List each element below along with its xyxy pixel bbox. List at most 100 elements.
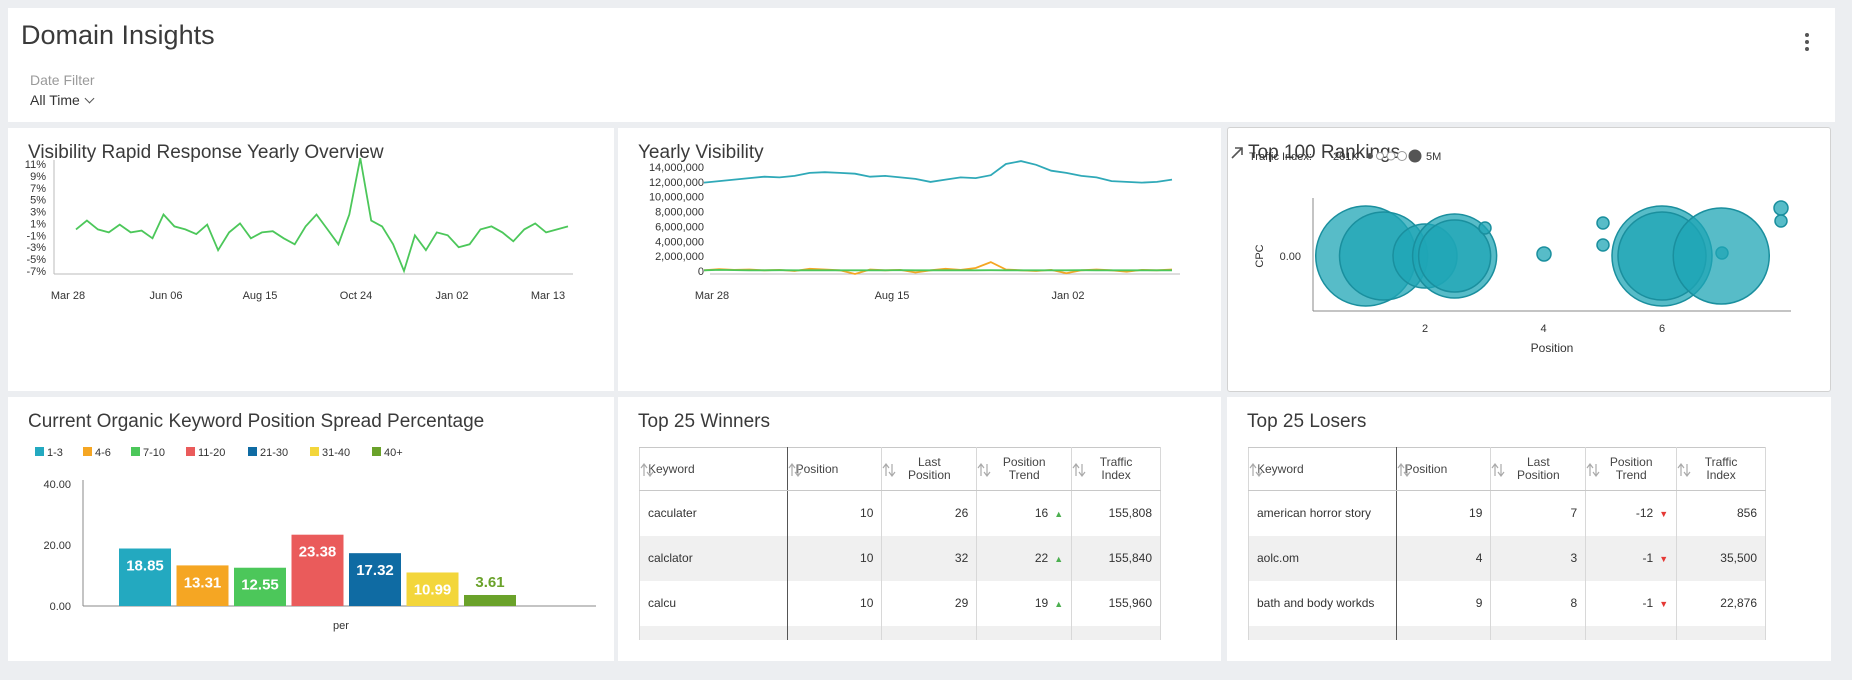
y-tick-label: 11% bbox=[25, 159, 46, 171]
bar-4-6 bbox=[176, 565, 229, 606]
legend-label: 31-40 bbox=[322, 447, 350, 459]
bubble-point bbox=[1773, 200, 1789, 216]
legend-swatch bbox=[248, 447, 257, 456]
date-filter-dropdown[interactable]: All Time bbox=[30, 92, 95, 108]
legend-size-dot bbox=[1397, 151, 1407, 161]
sort-icon[interactable] bbox=[1491, 462, 1505, 478]
y-tick-label: 6,000,000 bbox=[655, 221, 704, 233]
table-row[interactable]: caculater 10 26 16 ▲ 155,808 bbox=[639, 490, 1161, 536]
sort-icon[interactable] bbox=[1586, 462, 1600, 478]
bar-7-10 bbox=[234, 567, 286, 606]
y-tick-label: 14,000,000 bbox=[649, 162, 704, 174]
yearly-visibility-chart: 14,000,000 12,000,000 10,000,000 8,000,000 6… bbox=[649, 160, 1180, 302]
table-row[interactable]: american horror story 19 7 -12 ▼ 856 bbox=[1248, 490, 1766, 536]
y-tick-label: 9% bbox=[30, 171, 46, 183]
legend-size-dot bbox=[1376, 152, 1384, 160]
sort-icon[interactable] bbox=[1072, 462, 1086, 478]
rapid-response-chart: 11%9%7%5%3%1%-1%-3%-5%-7% Mar 28 Jun 06 Aug… bbox=[25, 157, 573, 302]
sort-icon[interactable] bbox=[788, 462, 802, 478]
y-tick-label: 0.00 bbox=[50, 601, 71, 613]
column-header-position[interactable]: Position bbox=[1396, 447, 1492, 491]
legend-swatch bbox=[83, 447, 92, 456]
table-row[interactable]: aolc.om 4 3 -1 ▼ 35,500 bbox=[1248, 535, 1766, 581]
sort-icon[interactable] bbox=[1677, 462, 1691, 478]
x-tick-label: 4 bbox=[1540, 323, 1546, 335]
column-header-last-position[interactable]: Last Position bbox=[881, 447, 978, 491]
bar-value-label: 17.32 bbox=[356, 562, 394, 579]
y-tick-label: -5% bbox=[26, 254, 46, 266]
panel-title: Yearly Visibility bbox=[638, 142, 764, 163]
series-line-0 bbox=[703, 160, 1173, 184]
legend-label: 7-10 bbox=[143, 447, 165, 459]
panel-title: Top 100 Rankings bbox=[1248, 142, 1401, 163]
legend-swatch bbox=[372, 447, 381, 456]
y-tick-label: 12,000,000 bbox=[649, 177, 704, 189]
date-filter-value: All Time bbox=[30, 92, 80, 108]
legend-label: 40+ bbox=[384, 447, 403, 459]
rankings-bubble-chart: Traffic Index: 201K 5M 0.00 CPC Position 2 4 6 bbox=[1249, 149, 1791, 355]
table-row[interactable]: calclator 10 32 22 ▲ 155,840 bbox=[639, 535, 1161, 581]
y-tick-label: 0.00 bbox=[1280, 251, 1301, 263]
table-row[interactable]: calcu 10 29 19 ▲ 155,960 bbox=[639, 580, 1161, 626]
table-row[interactable]: bath and body workds 9 8 -1 ▼ 22,876 bbox=[1248, 580, 1766, 626]
expand-icon[interactable] bbox=[1228, 144, 1246, 162]
traffic-max-label: 5M bbox=[1426, 151, 1441, 163]
bar-31-40 bbox=[406, 572, 459, 606]
column-header-position-trend[interactable]: Position Trend bbox=[1585, 447, 1678, 491]
x-tick-label: Aug 15 bbox=[875, 290, 910, 302]
bar-value-label: 13.31 bbox=[184, 574, 222, 591]
y-tick-label: 2,000,000 bbox=[655, 251, 704, 263]
traffic-min-label: 201K bbox=[1333, 151, 1359, 163]
sort-icon[interactable] bbox=[1249, 462, 1263, 478]
y-tick-label: 40.00 bbox=[43, 479, 71, 491]
dashboard-header: Domain Insights Date Filter All Time bbox=[8, 8, 1835, 122]
more-options-icon[interactable] bbox=[1797, 30, 1817, 54]
sort-icon[interactable] bbox=[882, 462, 896, 478]
column-header-traffic-index[interactable]: Traffic Index bbox=[1676, 447, 1766, 491]
column-header-traffic-index[interactable]: Traffic Index bbox=[1071, 447, 1161, 491]
bar-1-3 bbox=[119, 548, 171, 606]
trend-down-icon: ▼ bbox=[1659, 599, 1669, 609]
column-header-keyword[interactable]: Keyword bbox=[1248, 447, 1397, 491]
series-line bbox=[75, 157, 569, 274]
column-header-last-position[interactable]: Last Position bbox=[1490, 447, 1587, 491]
bar-40+ bbox=[464, 594, 516, 606]
y-tick-label: 20.00 bbox=[43, 540, 71, 552]
legend-swatch bbox=[131, 447, 140, 456]
legend-label: 11-20 bbox=[198, 447, 225, 459]
legend-label: 1-3 bbox=[47, 447, 63, 459]
legend-label: 21-30 bbox=[260, 447, 288, 459]
winners-table: Keyword Position Last Position Position … bbox=[639, 447, 1161, 640]
bar-value-label: 18.85 bbox=[126, 558, 164, 575]
y-tick-label: 1% bbox=[30, 218, 46, 230]
sort-icon[interactable] bbox=[977, 462, 991, 478]
bar-11-20 bbox=[291, 534, 344, 606]
trend-down-icon: ▼ bbox=[1659, 509, 1669, 520]
y-axis-label: CPC bbox=[1254, 244, 1266, 267]
x-tick-label: Jan 02 bbox=[1051, 290, 1084, 302]
top-winners-panel: Top 25 Winners Keyword Position Last Pos… bbox=[618, 397, 1221, 661]
x-tick-label: Mar 13 bbox=[531, 290, 565, 302]
x-axis-label: per bbox=[333, 620, 349, 632]
legend-swatch bbox=[35, 447, 44, 456]
bubble-point bbox=[1596, 216, 1610, 230]
bubble-point bbox=[1672, 207, 1770, 305]
x-tick-label: Mar 28 bbox=[51, 290, 85, 302]
page-title: Domain Insights bbox=[21, 20, 215, 50]
sort-icon[interactable] bbox=[640, 462, 654, 478]
x-tick-label: Jun 06 bbox=[149, 290, 182, 302]
y-tick-label: 5% bbox=[30, 195, 46, 207]
x-tick-label: Mar 28 bbox=[695, 290, 729, 302]
column-header-keyword[interactable]: Keyword bbox=[639, 447, 788, 491]
bar-value-label: 10.99 bbox=[414, 581, 452, 598]
sort-icon[interactable] bbox=[1397, 462, 1411, 478]
column-header-position-trend[interactable]: Position Trend bbox=[976, 447, 1073, 491]
bar-21-30 bbox=[349, 553, 401, 606]
y-tick-label: 0 bbox=[698, 266, 704, 278]
panel-title: Current Organic Keyword Position Spread … bbox=[28, 411, 485, 432]
trend-up-icon: ▲ bbox=[1054, 554, 1064, 564]
panel-title: Top 25 Losers bbox=[1247, 411, 1367, 432]
y-tick-label: -7% bbox=[26, 266, 46, 278]
column-header-position[interactable]: Position bbox=[787, 447, 883, 491]
panel-title: Top 25 Winners bbox=[638, 411, 771, 432]
